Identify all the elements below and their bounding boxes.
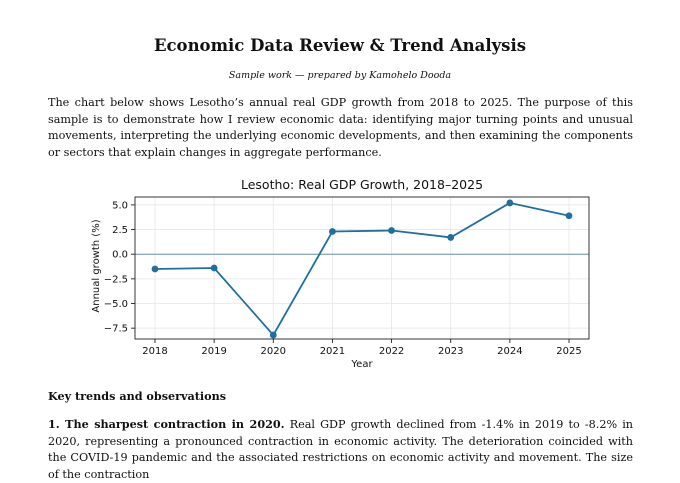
document-byline: Sample work — prepared by Kamohelo Dooda (228, 70, 452, 81)
data-point-2019 (210, 264, 218, 272)
data-point-2020 (269, 331, 277, 339)
series-line (154, 201, 570, 337)
y-axis-ticks: 5.0 2.5 0.0 −2.5 −5.0 −7.5 (104, 200, 135, 335)
chart-title: Lesotho: Real GDP Growth, 2018–2025 (241, 177, 483, 192)
x-tick-label: 2021 (320, 346, 345, 357)
y-tick-label: −7.5 (104, 324, 128, 335)
data-point-2025 (565, 212, 573, 220)
series-points (151, 199, 573, 339)
x-tick-label: 2023 (438, 346, 463, 357)
data-point-2022 (388, 227, 395, 234)
x-tick-label: 2024 (497, 346, 522, 357)
y-tick-label: 5.0 (112, 200, 128, 211)
y-tick-label: 2.5 (112, 225, 128, 236)
y-tick-label: −5.0 (104, 299, 128, 310)
x-tick-label: 2022 (379, 346, 404, 357)
gdp-growth-line-chart: Lesotho: Real GDP Growth, 2018–2025 5.0 2… (91, 177, 590, 370)
x-axis-label: Year (350, 359, 373, 370)
plot-frame (134, 196, 590, 340)
x-tick-label: 2018 (142, 346, 167, 357)
y-tick-label: −2.5 (104, 274, 128, 285)
data-point-2021 (329, 228, 336, 235)
document-page: Economic Data Review & Trend Analysis Sa… (48, 36, 633, 481)
point-1-lead: 1. The sharpest contraction in 2020. (48, 417, 285, 431)
intro-paragraph: The chart below shows Lesotho’s annual r… (48, 96, 633, 159)
document-title: Economic Data Review & Trend Analysis (153, 36, 527, 55)
section-heading: Key trends and observations (48, 389, 227, 403)
data-point-2018 (151, 265, 159, 273)
y-axis-label: Annual growth (%) (91, 219, 102, 312)
x-tick-label: 2020 (261, 346, 286, 357)
x-axis-ticks: 2018 2019 2020 2021 2022 2023 2024 2025 (142, 339, 582, 357)
y-tick-label: 0.0 (112, 250, 128, 261)
x-tick-label: 2019 (201, 346, 226, 357)
point-1-paragraph: 1. The sharpest contraction in 2020. Rea… (48, 416, 633, 483)
data-point-2023 (447, 234, 455, 241)
data-point-2024 (506, 199, 514, 207)
x-tick-label: 2025 (556, 346, 581, 357)
